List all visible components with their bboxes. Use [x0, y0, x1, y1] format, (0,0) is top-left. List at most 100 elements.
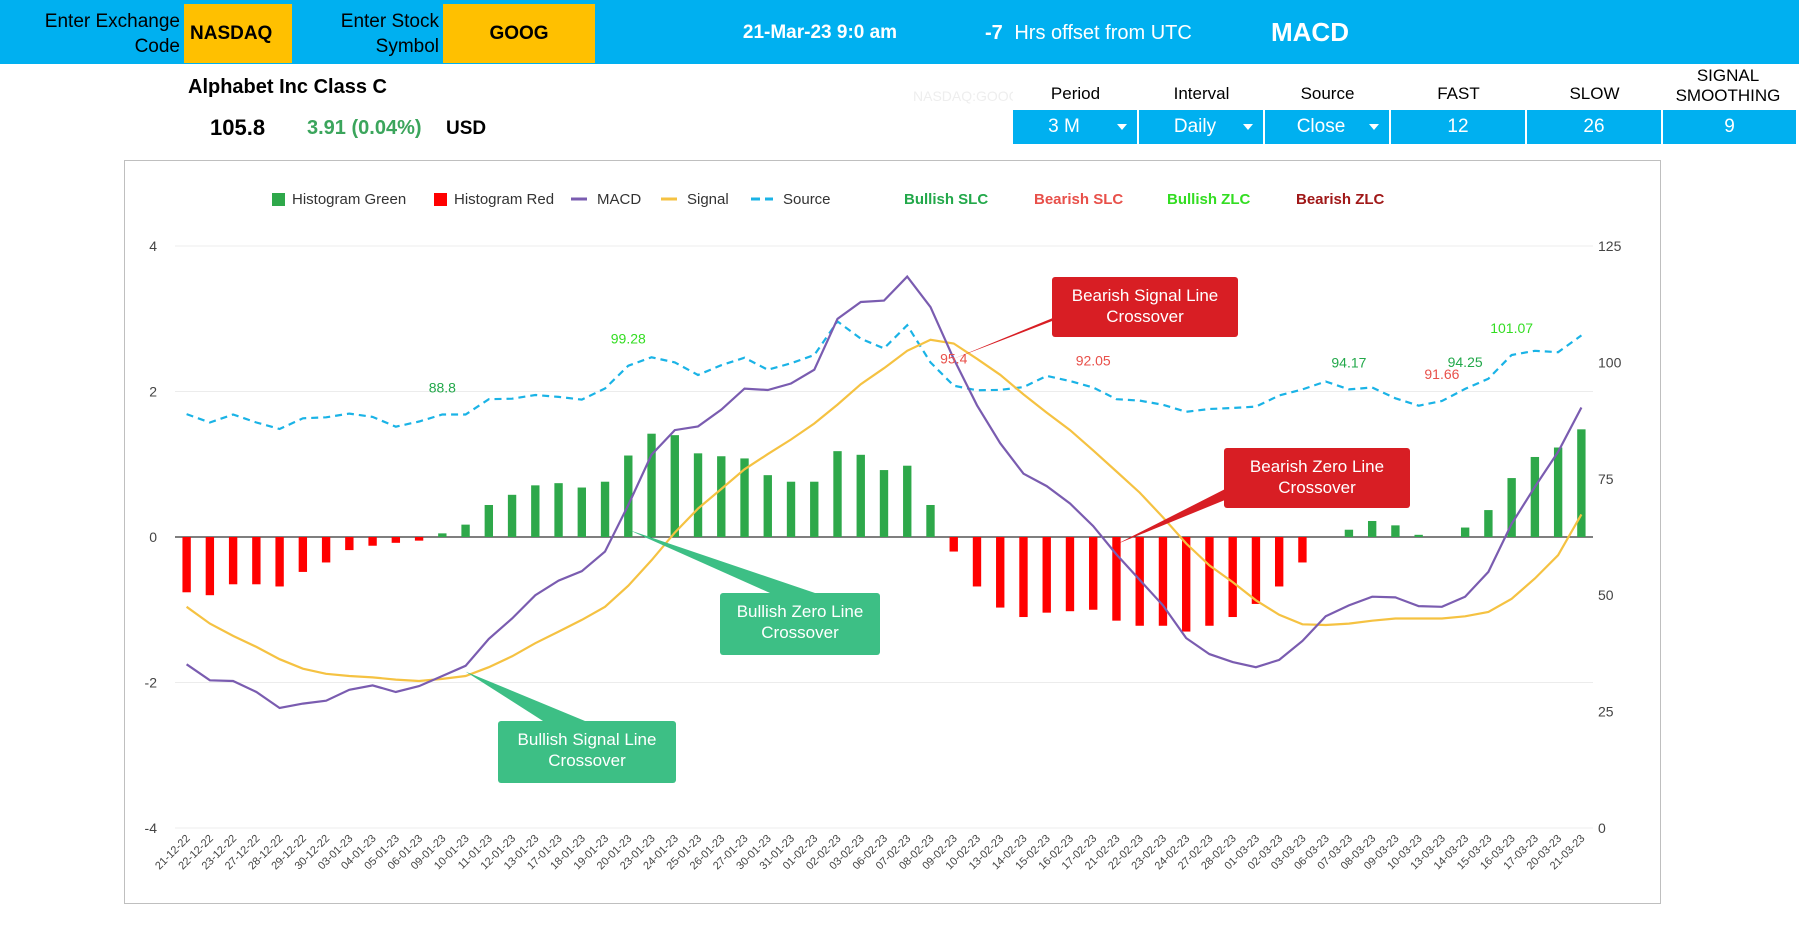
exchange-label-line2: Code [134, 36, 180, 57]
y-left-tick: -2 [145, 675, 158, 691]
histogram-bar [1298, 537, 1307, 563]
histogram-bar [1182, 537, 1191, 632]
symbol-label-line1: Enter Stock [340, 11, 439, 32]
symbol-label: Enter Stock Symbol [296, 9, 439, 59]
y-right-tick: 75 [1598, 471, 1614, 487]
histogram-bar [1274, 537, 1284, 587]
fast-input[interactable]: 12 [1391, 110, 1527, 144]
chart-legend: Histogram Green Histogram Red MACD Signal So… [272, 191, 1385, 208]
histogram-bar [903, 465, 912, 537]
histogram-bar [833, 451, 842, 537]
histogram-bar [972, 537, 982, 587]
histogram-bar [205, 537, 215, 596]
chevron-down-icon[interactable] [1117, 124, 1127, 130]
histogram-bar [1367, 520, 1377, 537]
source-select[interactable]: Close [1265, 110, 1391, 144]
callout-box [1224, 448, 1410, 508]
smoothing-header-line1: SIGNAL [1696, 66, 1760, 85]
smoothing-input[interactable]: 9 [1663, 110, 1796, 144]
histogram-bar [1530, 456, 1540, 537]
histogram-bar [670, 435, 679, 537]
histogram-bar [391, 537, 401, 543]
exchange-code-input[interactable]: NASDAQ [184, 4, 292, 63]
histogram-bar [1460, 527, 1470, 537]
datetime-display: 21-Mar-23 9:0 am [640, 22, 1000, 44]
histogram-bar [647, 433, 656, 537]
smoothing-header-line2: SMOOTHING [1675, 86, 1781, 105]
price-value: 105.8 [210, 115, 266, 140]
histogram-bar [1019, 537, 1028, 618]
histogram-bar [1065, 537, 1075, 612]
histogram-bar [810, 481, 819, 537]
source-line [186, 319, 1583, 431]
callout-text: Bullish Zero Line [737, 602, 864, 621]
histogram-bar [228, 537, 238, 585]
macd-chart: Histogram Green Histogram Red MACD Signal So… [145, 191, 1622, 873]
y-right-tick: 25 [1598, 704, 1614, 720]
histogram-bar [600, 481, 610, 537]
signal-line [185, 338, 1583, 683]
indicator-title-text: MACD [1271, 17, 1349, 47]
legend-label: Signal [687, 191, 729, 208]
callout-text: Crossover [1106, 307, 1184, 326]
histogram-bar [554, 483, 563, 537]
exchange-code-value: NASDAQ [190, 22, 273, 44]
interval-select[interactable]: Daily [1139, 110, 1265, 144]
histogram-bar [182, 537, 191, 593]
period-header: Period [1050, 84, 1101, 103]
callout-text: Bearish Signal Line [1072, 286, 1218, 305]
y-right-tick: 50 [1598, 587, 1614, 603]
symbol-label-line2: Symbol [375, 36, 439, 57]
y-right-tick: 125 [1598, 238, 1622, 254]
source-value-label: 94.25 [1448, 354, 1483, 370]
datetime-text: 21-Mar-23 9:0 am [742, 22, 898, 43]
source-value-label: 88.8 [429, 380, 456, 396]
histogram-bar [1089, 537, 1098, 610]
histogram-bar [414, 537, 424, 541]
x-axis-ticks: 21-12-2222-12-2223-12-2227-12-2228-12-22… [153, 833, 1587, 873]
period-select[interactable]: 3 M [1013, 110, 1139, 144]
histogram-bar [298, 537, 308, 572]
chevron-down-icon[interactable] [1369, 124, 1379, 130]
histogram-bar [1344, 529, 1354, 537]
histogram-bar [693, 453, 703, 537]
stock-symbol-input[interactable]: GOOG [443, 4, 595, 63]
callout-box [1052, 277, 1238, 337]
slow-input[interactable]: 26 [1527, 110, 1663, 144]
source-value-label: 99.28 [611, 331, 646, 347]
callout-text: Bullish Signal Line [518, 730, 657, 749]
utc-offset-value[interactable]: -7 [985, 22, 1003, 44]
y-left-tick: 4 [149, 238, 157, 254]
histogram-bar [275, 537, 284, 587]
legend-label: Source [783, 191, 831, 208]
chevron-down-icon[interactable] [1243, 124, 1253, 130]
callout-text: Crossover [761, 623, 839, 642]
histogram-bar [1507, 478, 1516, 537]
histogram-bar [1484, 510, 1493, 537]
histogram-bar [926, 504, 935, 537]
callout-pointer [628, 529, 815, 593]
source-header: Source [1300, 84, 1355, 103]
histogram-bar [786, 481, 796, 537]
slow-header: SLOW [1569, 84, 1620, 103]
exchange-label-line1: Enter Exchange [44, 11, 180, 32]
histogram-bar [1414, 534, 1423, 537]
histogram-bar [1391, 525, 1400, 537]
exchange-label: Enter Exchange Code [4, 9, 180, 59]
histogram-bar [740, 458, 749, 537]
histogram-bar [1228, 537, 1237, 618]
histogram-bar [763, 475, 772, 537]
histogram-bar [879, 470, 889, 537]
histogram-bar [949, 537, 958, 552]
histogram-bar [345, 537, 354, 551]
histogram-bar [507, 494, 517, 537]
histogram-bar [1205, 537, 1214, 626]
histogram-bar [1042, 537, 1051, 613]
faded-ticker: NASDAQ:GOOG [913, 88, 1013, 104]
macd-line [185, 274, 1583, 710]
legend-label: Bearish SLC [1034, 191, 1123, 208]
histogram-bar [438, 533, 447, 537]
histogram-bar [1251, 537, 1261, 604]
y-left-tick: 0 [149, 529, 157, 545]
